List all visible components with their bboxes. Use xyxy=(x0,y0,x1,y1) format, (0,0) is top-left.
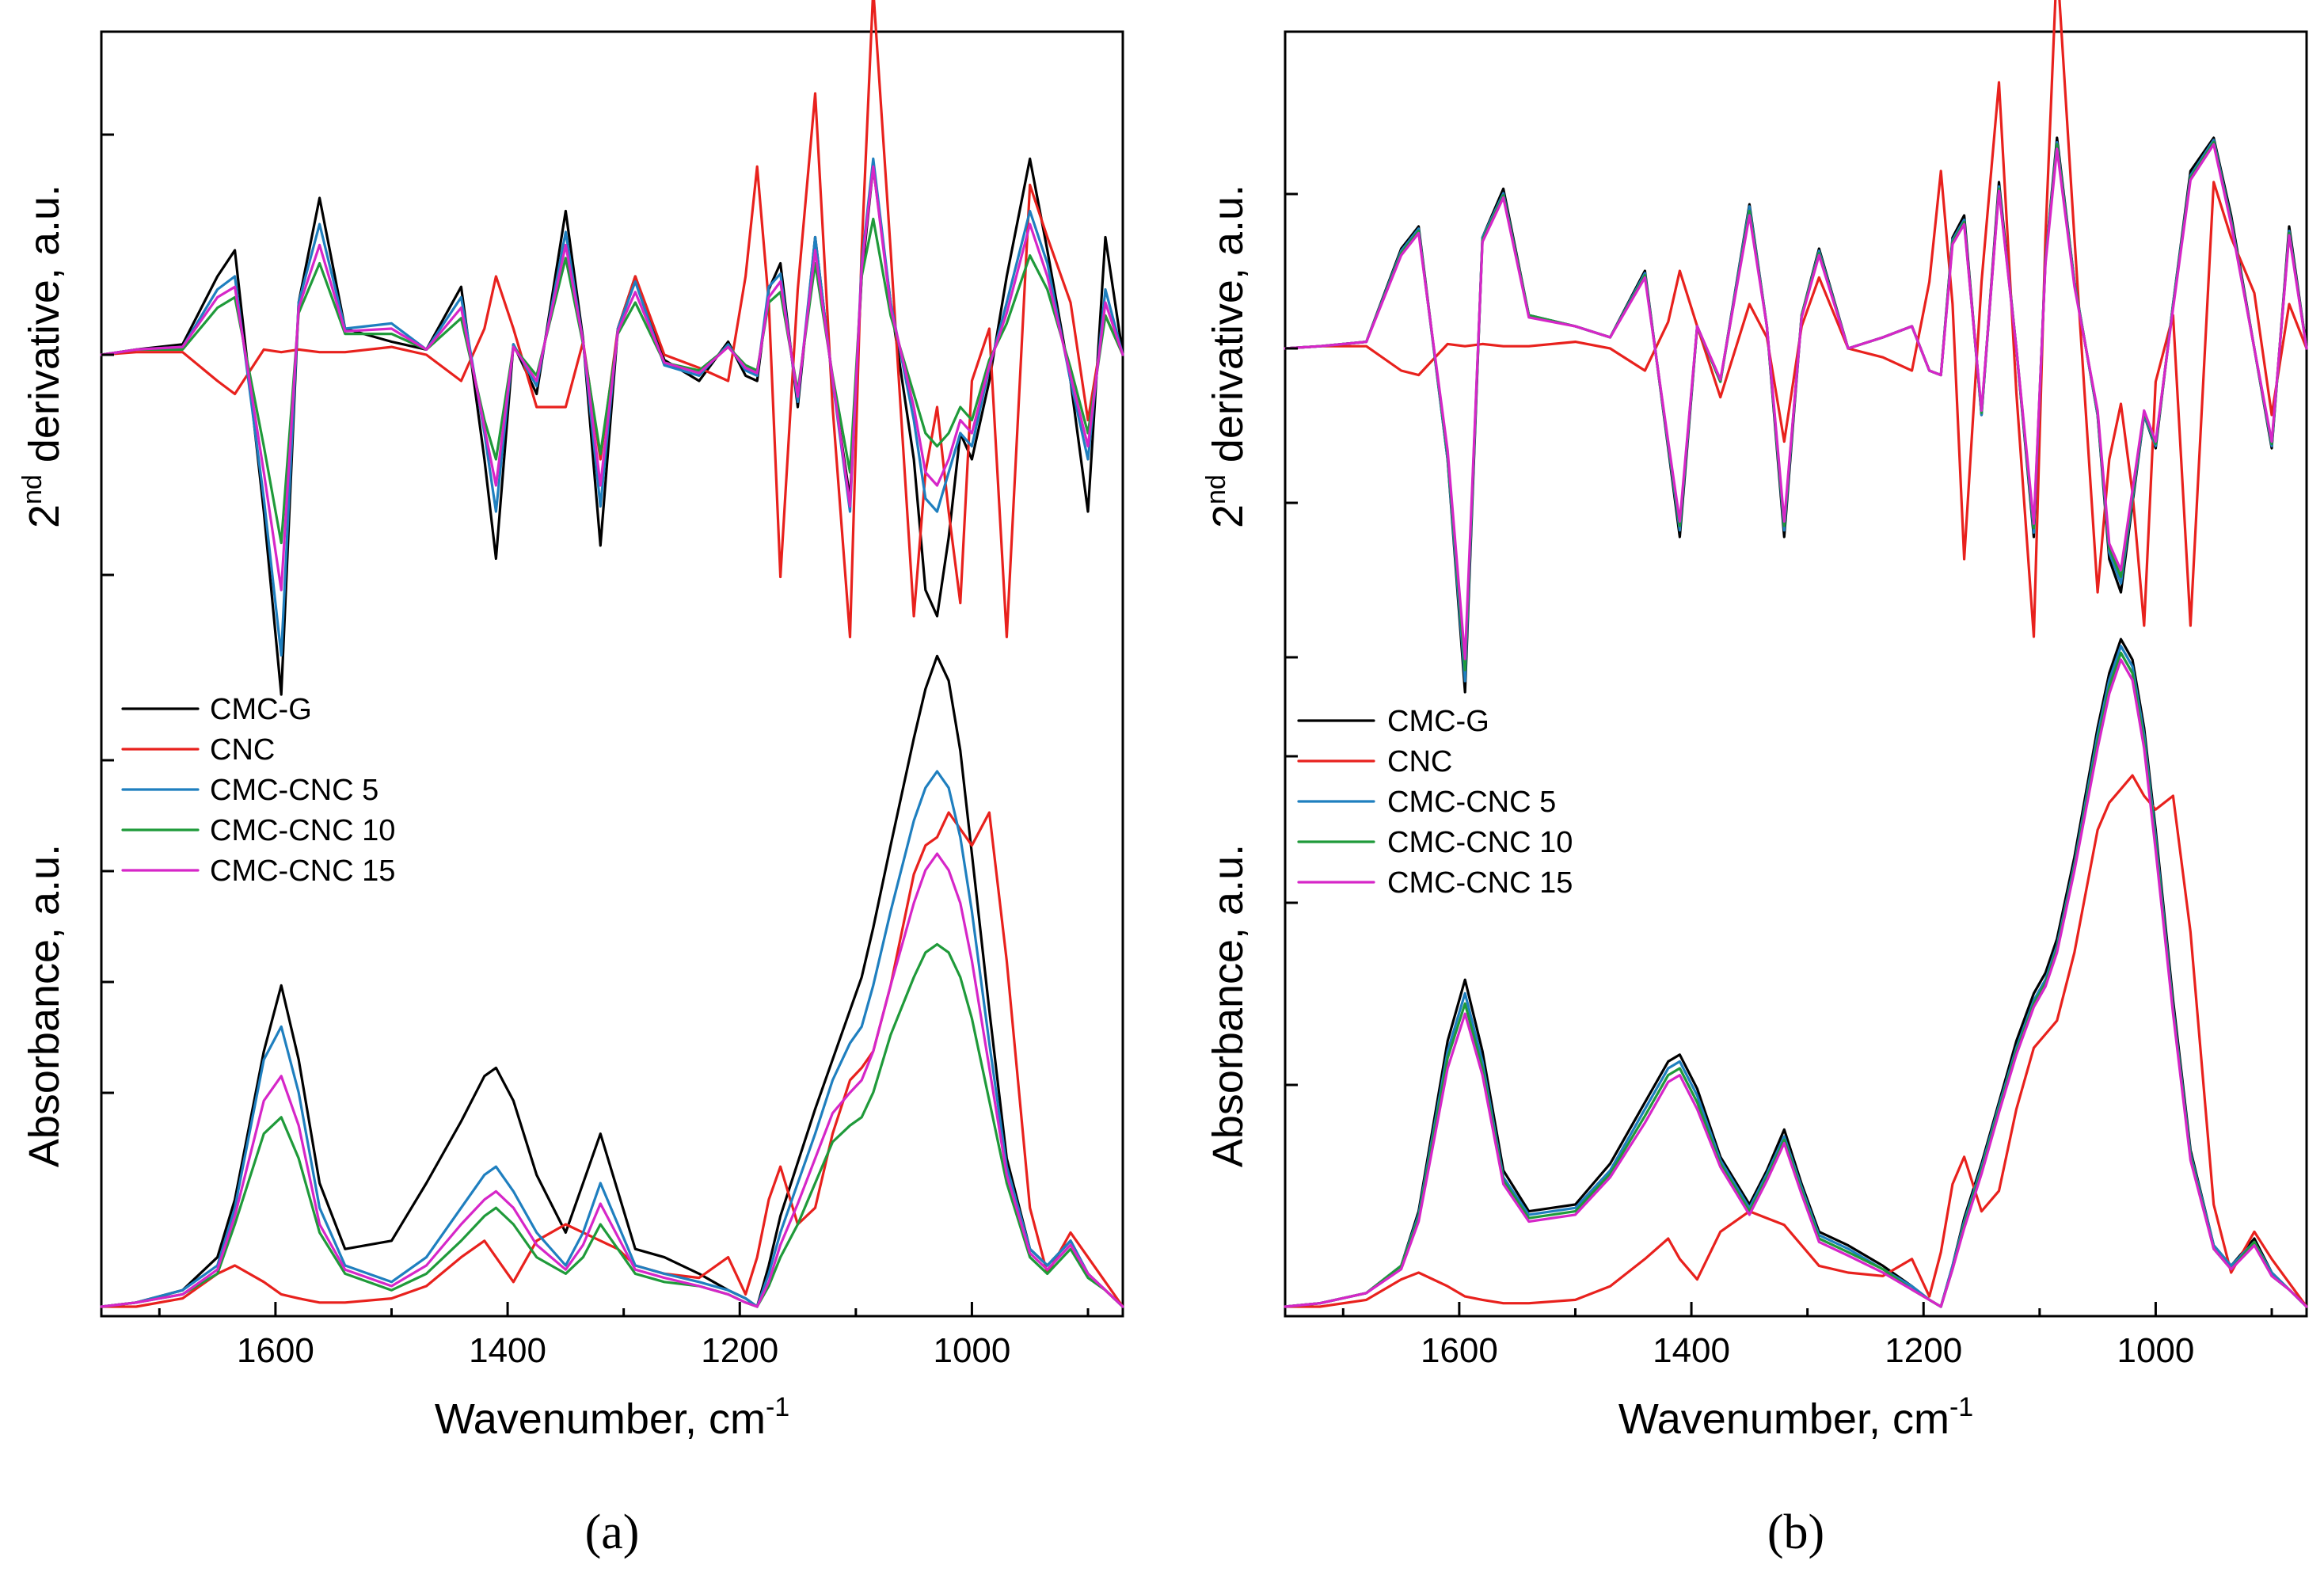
absorbance-line-a-1 xyxy=(100,811,1124,1308)
x-axis-title-b: Wavenumber, cm-1 xyxy=(1618,1392,1973,1443)
legend-label-a-1: CNC xyxy=(210,733,275,767)
curves-b xyxy=(1284,0,2308,1308)
x-ticks-b: 1600 1400 1200 1000 xyxy=(1341,1302,2273,1370)
legend-label-b-2: CMC-CNC 5 xyxy=(1387,786,1556,819)
plot-frame-a xyxy=(100,30,1124,1318)
x-tick-label-a-2: 1200 xyxy=(701,1331,778,1370)
y-axis-title-derivative-a: 2nd derivative, a.u. xyxy=(17,185,68,528)
legend-label-b-4: CMC-CNC 15 xyxy=(1387,866,1573,900)
legend-label-a-4: CMC-CNC 15 xyxy=(210,854,395,888)
x-tick-label-b-2: 1200 xyxy=(1885,1331,1962,1370)
absorbance-line-b-1 xyxy=(1284,774,2308,1308)
legend-label-b-0: CMC-G xyxy=(1387,705,1489,738)
absorbance-line-a-4 xyxy=(100,852,1124,1308)
x-tick-label-a-0: 1600 xyxy=(237,1331,314,1370)
curves-a xyxy=(100,0,1124,1308)
x-axis-title-a: Wavenumber, cm-1 xyxy=(435,1392,789,1443)
derivative-line-b-1 xyxy=(1284,0,2308,638)
x-tick-label-b-3: 1000 xyxy=(2117,1331,2194,1370)
legend-b: CMC-G CNC CMC-CNC 5 CMC-CNC 10 CMC-CNC 1… xyxy=(1297,705,1573,900)
legend-label-a-3: CMC-CNC 10 xyxy=(210,814,395,847)
derivative-line-a-1 xyxy=(100,0,1124,639)
derivative-line-a-4 xyxy=(100,165,1124,592)
x-tick-label-a-1: 1400 xyxy=(469,1331,546,1370)
panel-a: 1600 1400 1200 1000 Wavenumber, cm-1 2nd de… xyxy=(17,0,1124,1559)
x-tick-label-b-1: 1400 xyxy=(1653,1331,1730,1370)
x-ticks-a: 1600 1400 1200 1000 xyxy=(158,1302,1090,1370)
x-tick-label-b-0: 1600 xyxy=(1421,1331,1498,1370)
x-tick-label-a-3: 1000 xyxy=(933,1331,1010,1370)
absorbance-line-a-3 xyxy=(100,942,1124,1308)
y-ticks-a xyxy=(101,133,114,1094)
absorbance-line-b-4 xyxy=(1284,658,2308,1308)
plot-frame-b xyxy=(1284,30,2308,1318)
panel-label-a: (a) xyxy=(585,1505,640,1559)
absorbance-line-b-0 xyxy=(1284,637,2308,1308)
y-axis-title-absorbance-a: Absorbance, a.u. xyxy=(21,844,68,1167)
legend-a: CMC-G CNC CMC-CNC 5 CMC-CNC 10 CMC-CNC 1… xyxy=(121,693,395,888)
panel-b: 1600 1400 1200 1000 Wavenumber, cm-1 2nd de… xyxy=(1201,0,2308,1559)
legend-label-b-1: CNC xyxy=(1387,745,1452,778)
y-ticks-b xyxy=(1285,192,1298,1087)
y-axis-title-derivative-b: 2nd derivative, a.u. xyxy=(1201,185,1252,528)
legend-label-b-3: CMC-CNC 10 xyxy=(1387,826,1573,859)
absorbance-line-a-2 xyxy=(100,770,1124,1308)
legend-label-a-2: CMC-CNC 5 xyxy=(210,774,378,807)
y-axis-title-absorbance-b: Absorbance, a.u. xyxy=(1204,844,1252,1167)
legend-label-a-0: CMC-G xyxy=(210,693,312,726)
panel-label-b: (b) xyxy=(1767,1505,1824,1559)
derivative-line-b-4 xyxy=(1284,143,2308,660)
